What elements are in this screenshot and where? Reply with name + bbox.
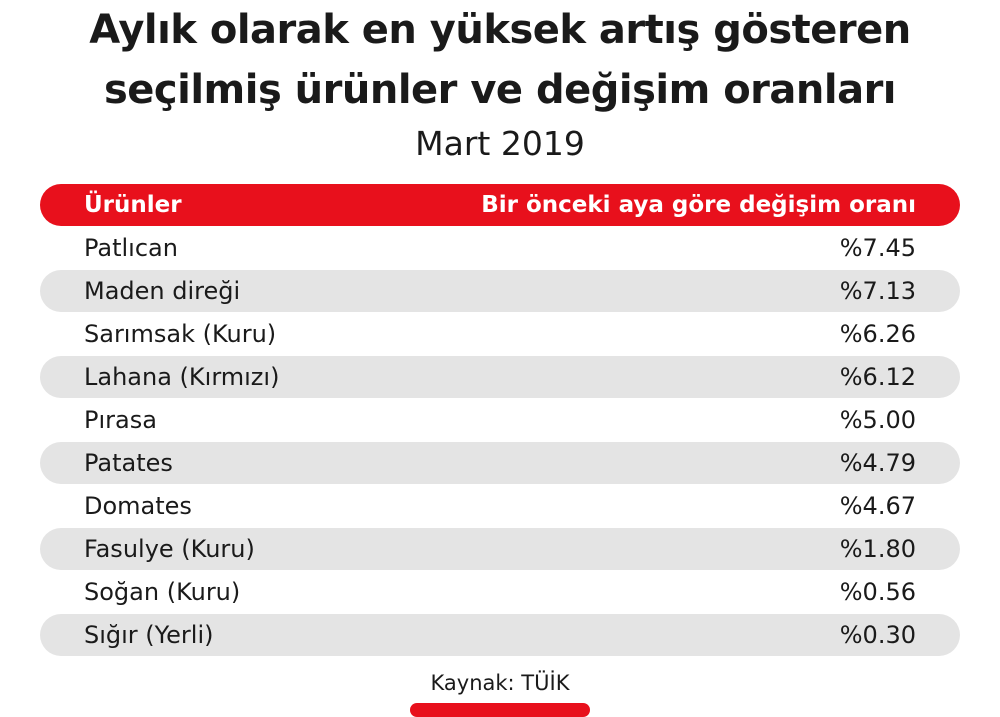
table-row: Domates %4.67 (40, 485, 960, 527)
table-row: Soğan (Kuru) %0.56 (40, 571, 960, 613)
product-name-cell: Maden direği (84, 277, 241, 305)
decorative-bottom-bar (410, 703, 590, 717)
chart-subtitle: Mart 2019 (415, 124, 585, 163)
change-rate-cell: %0.56 (839, 578, 916, 606)
table-row: Maden direği %7.13 (40, 270, 960, 312)
change-rate-cell: %1.80 (839, 535, 916, 563)
data-table: Ürünler Bir önceki aya göre değişim oran… (40, 184, 960, 656)
product-name-cell: Patlıcan (84, 234, 178, 262)
table-row: Sarımsak (Kuru) %6.26 (40, 313, 960, 355)
source-note: Kaynak: TÜİK (430, 671, 570, 695)
product-name-cell: Fasulye (Kuru) (84, 535, 255, 563)
table-row: Fasulye (Kuru) %1.80 (40, 528, 960, 570)
product-name-cell: Domates (84, 492, 192, 520)
change-rate-cell: %6.12 (839, 363, 916, 391)
column-header-products: Ürünler (84, 192, 182, 218)
change-rate-cell: %7.45 (839, 234, 916, 262)
change-rate-cell: %0.30 (839, 621, 916, 649)
table-row: Lahana (Kırmızı) %6.12 (40, 356, 960, 398)
change-rate-cell: %5.00 (839, 406, 916, 434)
column-header-change-rate: Bir önceki aya göre değişim oranı (481, 192, 916, 218)
chart-title-line-2: seçilmiş ürünler ve değişim oranları (103, 67, 897, 113)
table-body: Patlıcan %7.45 Maden direği %7.13 Sarımsak (… (40, 227, 960, 656)
table-row: Patates %4.79 (40, 442, 960, 484)
product-name-cell: Lahana (Kırmızı) (84, 363, 280, 391)
change-rate-cell: %6.26 (839, 320, 916, 348)
table-row: Pırasa %5.00 (40, 399, 960, 441)
product-name-cell: Sarımsak (Kuru) (84, 320, 277, 348)
product-name-cell: Pırasa (84, 406, 157, 434)
change-rate-cell: %7.13 (839, 277, 916, 305)
change-rate-cell: %4.67 (839, 492, 916, 520)
change-rate-cell: %4.79 (839, 449, 916, 477)
table-row: Sığır (Yerli) %0.30 (40, 614, 960, 656)
table-header: Ürünler Bir önceki aya göre değişim oran… (40, 184, 960, 226)
product-name-cell: Patates (84, 449, 173, 477)
table-row: Patlıcan %7.45 (40, 227, 960, 269)
product-name-cell: Sığır (Yerli) (84, 621, 214, 649)
chart-title-line-1: Aylık olarak en yüksek artış gösteren (89, 7, 911, 53)
product-name-cell: Soğan (Kuru) (84, 578, 241, 606)
